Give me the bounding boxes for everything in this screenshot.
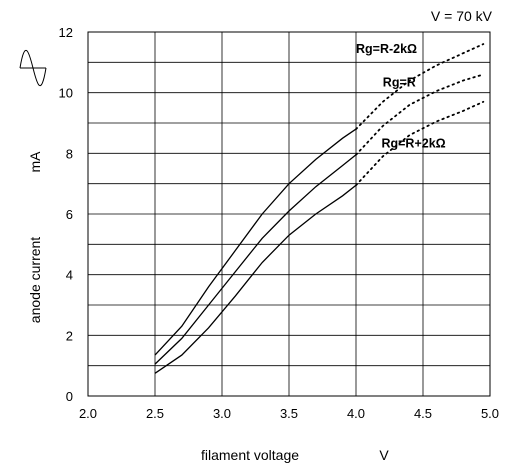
y-axis-label: anode current <box>27 237 43 324</box>
series-labels: Rg=R-2kΩ Rg=R Rg=R+2kΩ <box>356 42 446 150</box>
x-tick-label: 3.5 <box>280 406 298 421</box>
series-label-1: Rg=R <box>383 76 416 90</box>
series-line-2 <box>154 184 357 374</box>
series-extrapolation-1 <box>355 73 485 156</box>
series-line-0 <box>154 128 357 356</box>
series-label-0: Rg=R-2kΩ <box>356 42 417 56</box>
x-tick-label: 3.0 <box>213 406 231 421</box>
y-tick-label: 10 <box>59 86 73 101</box>
x-tick-label: 2.0 <box>79 406 97 421</box>
y-tick-label: 6 <box>66 207 73 222</box>
y-tick-label: 8 <box>66 146 73 161</box>
ticks: 2.0 2.5 3.0 3.5 4.0 4.5 5.0 0 2 4 6 8 10 12 <box>59 25 500 421</box>
y-tick-label: 4 <box>66 268 73 283</box>
y-tick-label: 12 <box>59 25 73 40</box>
series-label-2: Rg=R+2kΩ <box>381 136 445 150</box>
y-tick-label: 2 <box>66 328 73 343</box>
series-extrapolation-0 <box>355 43 485 130</box>
x-tick-label: 4.5 <box>414 406 432 421</box>
condition-label: V = 70 kV <box>431 8 493 24</box>
x-axis-label: filament voltage <box>201 447 299 463</box>
x-tick-label: 5.0 <box>481 406 499 421</box>
series-extrapolation-2 <box>355 100 485 187</box>
x-axis-unit: V <box>379 447 389 463</box>
y-tick-label: 0 <box>66 389 73 404</box>
sine-wave-icon <box>19 50 47 86</box>
grid <box>87 31 491 397</box>
y-axis-unit: mA <box>27 151 43 173</box>
series-line-1 <box>154 154 357 365</box>
x-tick-label: 4.0 <box>347 406 365 421</box>
x-tick-label: 2.5 <box>146 406 164 421</box>
plot-frame <box>87 31 491 397</box>
curves <box>154 43 485 374</box>
